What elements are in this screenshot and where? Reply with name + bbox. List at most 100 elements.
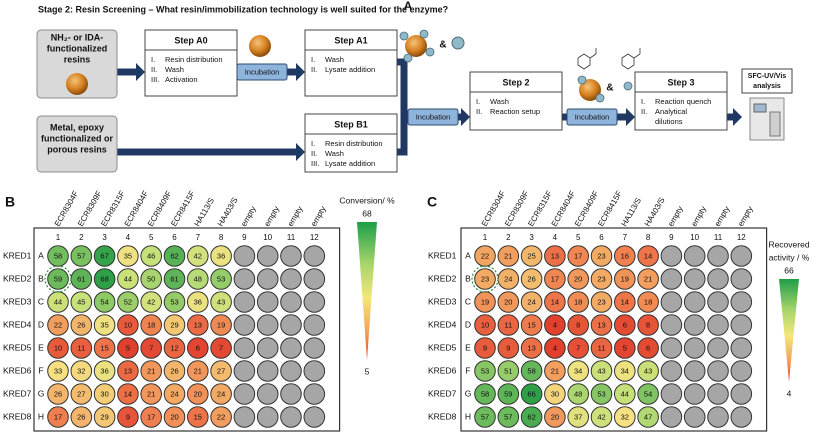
well <box>93 383 116 405</box>
well-value: 53 <box>597 389 605 398</box>
resin-label: empty <box>262 205 281 228</box>
well-value: 10 <box>124 320 132 329</box>
well-value: 26 <box>170 366 178 375</box>
enzyme-icon <box>425 47 435 57</box>
well <box>47 406 69 428</box>
step-title: Step B1 <box>334 119 368 129</box>
well <box>93 406 116 428</box>
panel-label: C <box>427 194 437 210</box>
well <box>637 383 659 405</box>
well-value: 43 <box>644 366 652 375</box>
column-number: 6 <box>172 233 177 242</box>
empty-well <box>256 406 279 428</box>
well-value: 17 <box>147 412 155 421</box>
step-item-number: I. <box>151 55 155 64</box>
well <box>567 383 590 405</box>
ampersand: & <box>439 40 446 51</box>
well-value: 8 <box>576 320 580 329</box>
empty-well <box>730 383 753 405</box>
well-value: 30 <box>100 389 108 398</box>
enzyme-icon <box>595 93 605 103</box>
row-letter: A <box>38 250 44 260</box>
empty-well <box>683 291 706 313</box>
well <box>497 360 520 382</box>
column-number: 12 <box>737 233 746 242</box>
step-item-text: dilutions <box>655 117 683 126</box>
well <box>474 360 496 382</box>
resin-box-text: functionalized <box>47 43 108 53</box>
well-value: 32 <box>77 366 85 375</box>
well-value: 33 <box>54 366 62 375</box>
arrow-head <box>733 108 742 126</box>
step-item-text: Wash <box>490 97 509 106</box>
well <box>520 268 543 290</box>
row-letter: F <box>38 365 43 375</box>
well-value: 27 <box>77 389 85 398</box>
well-value: 42 <box>147 297 155 306</box>
well-value: 42 <box>597 412 605 421</box>
well-value: 14 <box>551 297 559 306</box>
empty-well <box>280 291 302 313</box>
well-value: 21 <box>644 274 652 283</box>
well-value: 27 <box>217 366 225 375</box>
well <box>140 291 162 313</box>
empty-well <box>233 406 256 428</box>
well <box>140 268 162 290</box>
enzyme-label: KRED2 <box>428 273 457 283</box>
well <box>210 291 232 313</box>
well <box>140 406 162 428</box>
empty-well <box>256 337 279 359</box>
well-value: 22 <box>217 412 225 421</box>
well <box>520 245 543 267</box>
resin-bead <box>405 35 427 57</box>
well-value: 7 <box>219 343 223 352</box>
column-number: 5 <box>576 233 581 242</box>
well <box>590 406 613 428</box>
empty-well <box>256 360 279 382</box>
well <box>187 337 209 359</box>
incubation-label: Incubation <box>575 112 610 121</box>
well-value: 21 <box>504 251 512 260</box>
well-value: 14 <box>124 389 132 398</box>
well-value: 42 <box>194 251 202 260</box>
well <box>637 406 659 428</box>
well <box>140 314 162 336</box>
step-box <box>304 29 398 97</box>
well-value: 29 <box>100 412 108 421</box>
resin-label: HA403/S <box>216 196 240 228</box>
well-value: 48 <box>194 274 202 283</box>
analysis-box <box>741 68 793 94</box>
arrow-head <box>296 63 305 81</box>
well <box>163 314 186 336</box>
well-value: 6 <box>646 343 650 352</box>
resin-label: empty <box>239 205 258 228</box>
enzyme-label: KRED2 <box>3 273 32 283</box>
empty-well <box>707 337 729 359</box>
column-number: 7 <box>623 233 628 242</box>
empty-well <box>730 337 753 359</box>
step-item-number: II. <box>641 107 647 116</box>
enzyme-icon <box>577 75 587 85</box>
enzyme-icon <box>451 36 465 50</box>
well-value: 9 <box>506 343 510 352</box>
well-value: 13 <box>527 343 535 352</box>
well <box>117 383 139 405</box>
well <box>187 314 209 336</box>
well <box>544 406 566 428</box>
well-value: 45 <box>77 297 85 306</box>
resin-label: HA403/S <box>643 196 667 228</box>
step-item-number: I. <box>476 97 480 106</box>
well-value: 12 <box>170 343 178 352</box>
well <box>70 360 93 382</box>
well-value: 37 <box>574 412 582 421</box>
empty-well <box>730 245 753 267</box>
well-value: 35 <box>100 320 108 329</box>
empty-well <box>256 245 279 267</box>
enzyme-icon <box>403 53 413 63</box>
row-letter: H <box>38 411 44 421</box>
well <box>474 337 496 359</box>
well-value: 13 <box>194 320 202 329</box>
well <box>187 268 209 290</box>
well-value: 18 <box>147 320 155 329</box>
empty-well <box>303 360 326 382</box>
